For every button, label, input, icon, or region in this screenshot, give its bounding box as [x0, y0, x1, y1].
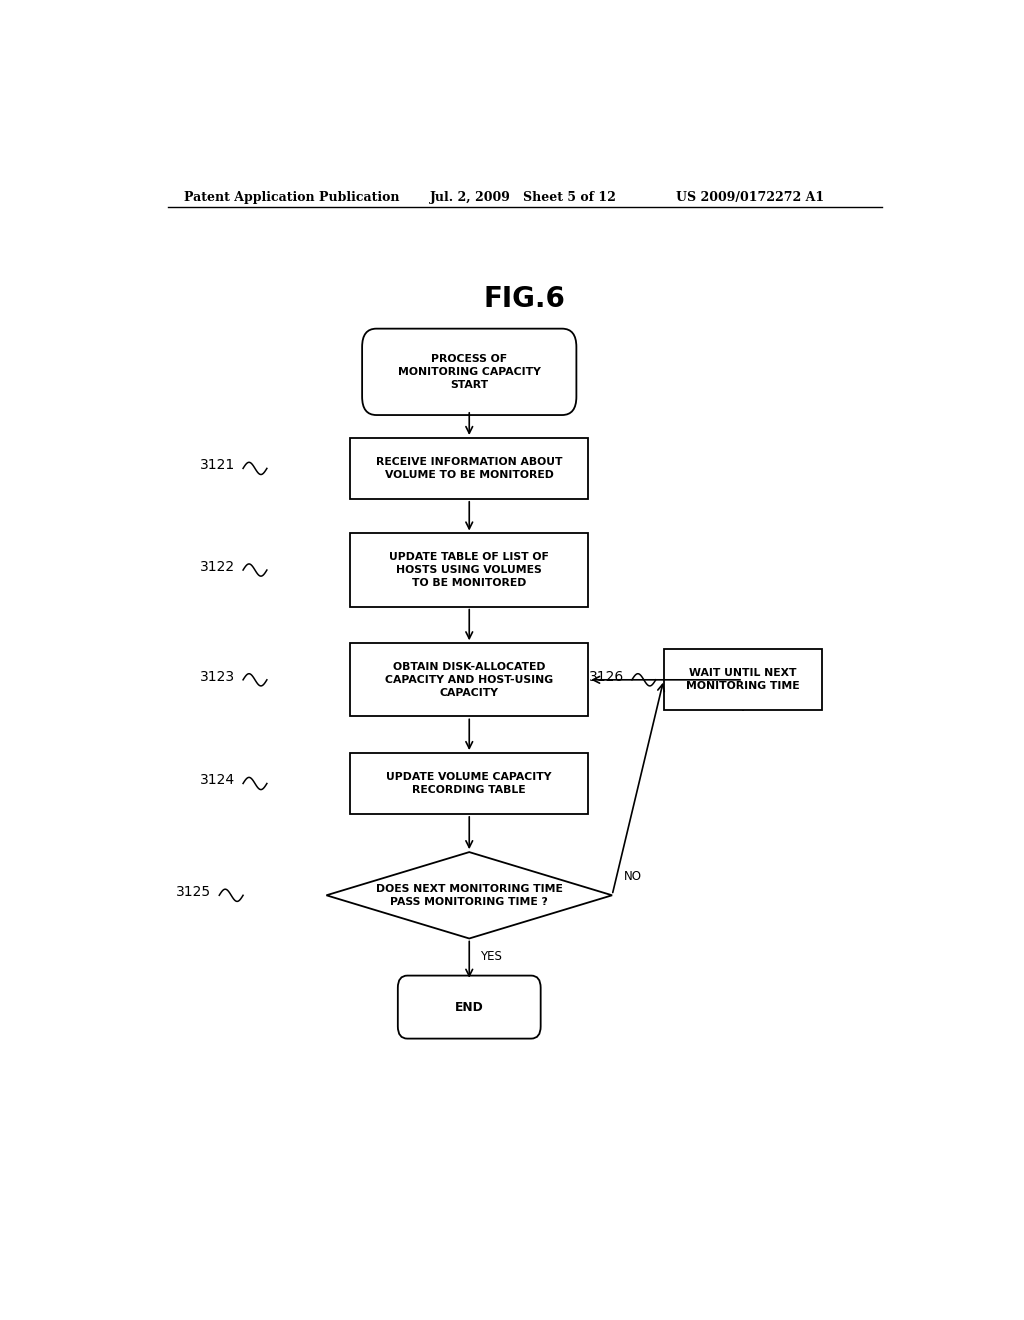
Text: END: END	[455, 1001, 483, 1014]
Text: 3125: 3125	[176, 886, 211, 899]
Text: Patent Application Publication: Patent Application Publication	[183, 190, 399, 203]
Text: YES: YES	[479, 950, 502, 964]
Text: FIG.6: FIG.6	[484, 285, 565, 313]
Text: US 2009/0172272 A1: US 2009/0172272 A1	[676, 190, 823, 203]
Text: 3122: 3122	[200, 560, 236, 574]
Bar	[350, 752, 588, 814]
Text: UPDATE VOLUME CAPACITY
RECORDING TABLE: UPDATE VOLUME CAPACITY RECORDING TABLE	[386, 772, 552, 795]
FancyBboxPatch shape	[362, 329, 577, 414]
Text: WAIT UNTIL NEXT
MONITORING TIME: WAIT UNTIL NEXT MONITORING TIME	[686, 668, 800, 692]
Text: RECEIVE INFORMATION ABOUT
VOLUME TO BE MONITORED: RECEIVE INFORMATION ABOUT VOLUME TO BE M…	[376, 457, 562, 480]
Bar	[664, 649, 822, 710]
Bar	[350, 438, 588, 499]
Text: NO: NO	[624, 870, 642, 883]
Text: 3121: 3121	[200, 458, 236, 473]
Text: Jul. 2, 2009   Sheet 5 of 12: Jul. 2, 2009 Sheet 5 of 12	[430, 190, 616, 203]
Text: OBTAIN DISK-ALLOCATED
CAPACITY AND HOST-USING
CAPACITY: OBTAIN DISK-ALLOCATED CAPACITY AND HOST-…	[385, 661, 553, 698]
Text: PROCESS OF
MONITORING CAPACITY
START: PROCESS OF MONITORING CAPACITY START	[397, 354, 541, 389]
Polygon shape	[327, 853, 612, 939]
Text: 3123: 3123	[200, 669, 236, 684]
Text: 3126: 3126	[589, 669, 624, 684]
Bar	[350, 533, 588, 607]
Text: 3124: 3124	[200, 774, 236, 788]
Text: DOES NEXT MONITORING TIME
PASS MONITORING TIME ?: DOES NEXT MONITORING TIME PASS MONITORIN…	[376, 883, 562, 907]
FancyBboxPatch shape	[397, 975, 541, 1039]
Text: UPDATE TABLE OF LIST OF
HOSTS USING VOLUMES
TO BE MONITORED: UPDATE TABLE OF LIST OF HOSTS USING VOLU…	[389, 552, 549, 589]
Bar	[350, 643, 588, 717]
